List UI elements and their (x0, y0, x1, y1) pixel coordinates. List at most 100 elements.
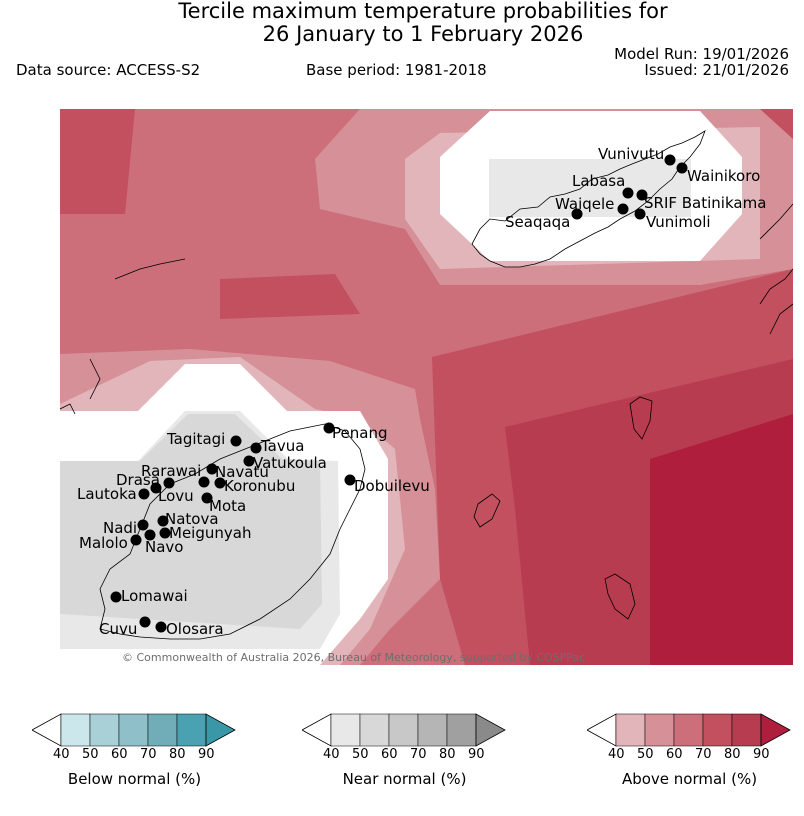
station-label: Drasa (116, 471, 160, 489)
station-label: Navo (145, 538, 183, 556)
issued-label: Issued: 21/01/2026 (644, 61, 789, 79)
station-marker[interactable] (571, 208, 583, 220)
colorbar-tick-label: 60 (381, 747, 398, 762)
colorbar-low-extend (587, 713, 617, 747)
data-source-label: Data source: ACCESS-S2 (16, 61, 201, 79)
colorbar-tick-label: 40 (53, 747, 70, 762)
colorbar-segment (673, 713, 704, 747)
colorbar-segment (89, 713, 120, 747)
colorbar-segment (731, 713, 762, 747)
vanua-levu-coast (471, 130, 706, 268)
station-marker[interactable] (139, 616, 151, 628)
colorbar-tick-label: 90 (753, 747, 770, 762)
colorbar-high-extend (475, 713, 506, 747)
colorbar-segment (644, 713, 675, 747)
title-line-2: 26 January to 1 February 2026 (262, 22, 584, 46)
station-label: Natova (165, 510, 219, 528)
colorbar-segment (417, 713, 448, 747)
station-label: Navatu (215, 463, 269, 481)
station-marker[interactable] (138, 488, 150, 500)
station-marker[interactable] (214, 477, 226, 489)
station-label: Tavua (260, 437, 304, 455)
station-marker[interactable] (157, 515, 169, 527)
colorbar-low-extend (32, 713, 62, 747)
colorbar-tick-label: 50 (352, 747, 369, 762)
colorbar-segment (60, 713, 91, 747)
station-marker[interactable] (163, 477, 175, 489)
station-marker[interactable] (198, 476, 210, 488)
station-marker[interactable] (676, 162, 688, 174)
colorbar-segment (615, 713, 646, 747)
station-marker[interactable] (110, 591, 122, 603)
colorbar (302, 713, 506, 747)
station-marker[interactable] (150, 482, 162, 494)
colorbar-title: Below normal (%) (67, 770, 202, 788)
station-label: SRIF Batinikama (644, 194, 766, 212)
station-label: Vunimoli (646, 213, 711, 231)
colorbar-segment (388, 713, 419, 747)
station-marker[interactable] (206, 463, 218, 475)
colorbar-tick-label: 70 (140, 747, 157, 762)
colorbar (587, 713, 791, 747)
copyright-text: © Commonwealth of Australia 2026, Bureau… (122, 651, 585, 664)
station-label: Mota (209, 497, 246, 515)
colorbar-title: Near normal (%) (342, 770, 467, 788)
above-70-region (60, 109, 135, 214)
station-marker[interactable] (617, 203, 629, 215)
station-label: Lautoka (77, 485, 137, 503)
station-marker[interactable] (201, 492, 213, 504)
chart-title: Tercile maximum temperature probabilitie… (0, 0, 804, 46)
station-marker[interactable] (323, 422, 335, 434)
station-label: Tagitagi (166, 430, 225, 448)
base-period-label: Base period: 1981-2018 (306, 61, 487, 79)
station-marker[interactable] (622, 187, 634, 199)
colorbar-tick-label: 50 (82, 747, 99, 762)
station-label: Malolo (79, 534, 128, 552)
station-label: Dobuilevu (354, 477, 430, 495)
station-marker[interactable] (144, 529, 156, 541)
colorbar-high-extend (760, 713, 791, 747)
islet (60, 258, 186, 415)
colorbar-segment (359, 713, 390, 747)
station-marker[interactable] (230, 435, 242, 447)
colorbar-tick-label: 90 (198, 747, 215, 762)
colorbar-segment (446, 713, 477, 747)
colorbar-tick-label: 40 (608, 747, 625, 762)
probability-map[interactable]: © Commonwealth of Australia 2026, Bureau… (60, 109, 793, 665)
islet (604, 573, 636, 620)
near-60-region (60, 414, 322, 629)
model-run-label: Model Run: 19/01/2026 (614, 45, 789, 63)
station-marker[interactable] (344, 474, 356, 486)
station-marker[interactable] (155, 621, 167, 633)
colorbar-tick-label: 70 (410, 747, 427, 762)
station-marker[interactable] (250, 442, 262, 454)
colorbar-segment (118, 713, 149, 747)
station-marker[interactable] (634, 208, 646, 220)
colorbar-high-extend (205, 713, 236, 747)
station-marker[interactable] (137, 519, 149, 531)
colorbar-segment (176, 713, 207, 747)
above-90-region (650, 414, 793, 665)
islet (473, 493, 501, 528)
station-marker[interactable] (636, 189, 648, 201)
station-marker[interactable] (159, 527, 171, 539)
station-label: Waiqele (555, 195, 614, 213)
colorbar-tick-label: 80 (724, 747, 741, 762)
station-label: Labasa (572, 172, 625, 190)
station-marker[interactable] (664, 154, 676, 166)
station-label: Seaqaqa (505, 213, 570, 231)
station-marker[interactable] (130, 534, 142, 546)
colorbar-title: Above normal (%) (621, 770, 758, 788)
station-label: Koronubu (224, 477, 295, 495)
station-label: Cuvu (99, 620, 137, 638)
title-line-1: Tercile maximum temperature probabilitie… (178, 0, 668, 23)
station-label: Lomawai (121, 587, 188, 605)
station-marker[interactable] (243, 455, 255, 467)
station-label: Penang (332, 424, 387, 442)
islet (759, 203, 793, 335)
station-label: Meigunyah (169, 524, 251, 542)
colorbar (32, 713, 236, 747)
colorbar-segment (330, 713, 361, 747)
colorbar-tick-label: 70 (695, 747, 712, 762)
above-70-region (220, 274, 360, 319)
